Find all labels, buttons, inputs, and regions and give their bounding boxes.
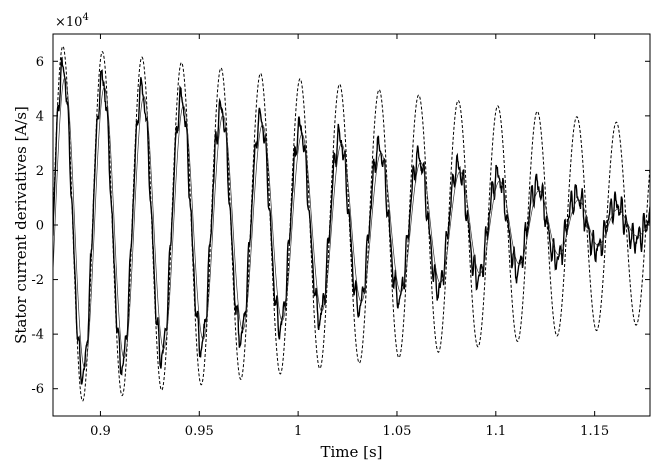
y-tick-label: -4 [31, 328, 44, 343]
y-axis-exponent: ×104 [55, 12, 89, 30]
y-tick-label: -2 [31, 273, 44, 288]
y-tick-label: -6 [31, 382, 44, 397]
x-tick-label: 1.05 [382, 424, 411, 439]
series-line-2 [53, 56, 650, 385]
y-tick-label: 0 [36, 219, 44, 234]
y-axis-exponent-base: ×10 [55, 15, 82, 30]
y-tick-label: 4 [36, 109, 44, 124]
x-tick-label: 0.9 [90, 424, 111, 439]
y-tick-label: 6 [36, 55, 44, 70]
x-tick-label: 1.1 [485, 424, 506, 439]
y-axis-label: Stator current derivatives [A/s] [12, 106, 30, 344]
x-tick-label: 0.95 [185, 424, 214, 439]
axes-layer: 0.9 0.95 1 1.05 1.1 1.15 -6 -4 -2 0 2 4 6 [31, 33, 651, 439]
x-tick-label: 1 [294, 424, 302, 439]
series-layer [53, 45, 650, 402]
series-line-3 [53, 77, 650, 369]
x-tick-label: 1.15 [580, 424, 609, 439]
y-axis-exponent-power: 4 [82, 12, 88, 23]
y-tick-label: 2 [36, 164, 44, 179]
x-axis-label: Time [s] [320, 443, 382, 461]
